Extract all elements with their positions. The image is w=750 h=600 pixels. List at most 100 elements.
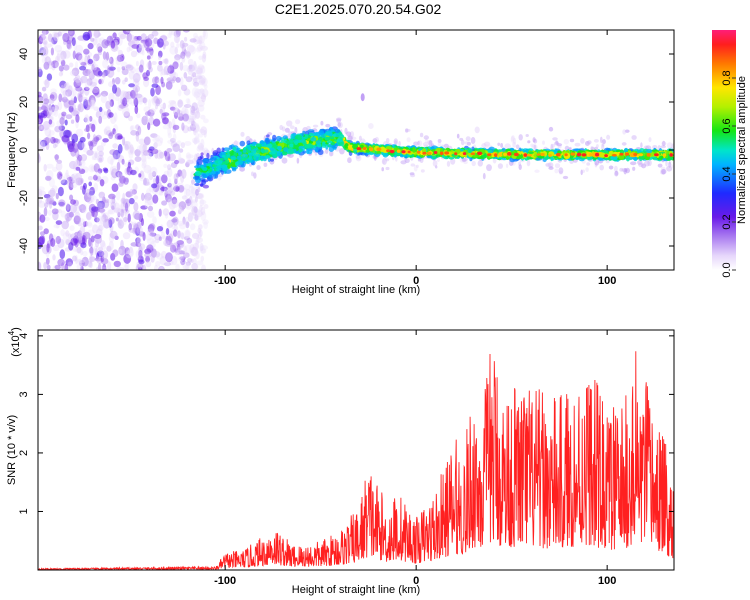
heatmap-cell xyxy=(52,254,56,261)
heatmap-cell xyxy=(198,104,205,112)
heatmap-cell xyxy=(113,202,121,213)
heatmap-cell xyxy=(108,66,116,71)
heatmap-cell xyxy=(147,109,155,117)
heatmap-cell xyxy=(53,32,61,38)
heatmap-cell xyxy=(60,84,65,94)
heatmap-cell xyxy=(92,134,97,144)
heatmap-cell xyxy=(185,230,191,238)
heatmap-cell xyxy=(177,89,182,97)
heatmap-cell xyxy=(184,184,191,191)
heatmap-cell xyxy=(154,134,161,141)
heatmap-cell xyxy=(368,123,374,129)
heatmap-cell xyxy=(38,186,45,192)
heatmap-cell xyxy=(125,190,133,198)
heatmap-cell xyxy=(181,195,188,200)
heatmap-cell xyxy=(92,209,98,218)
heatmap-cell xyxy=(89,241,93,248)
heatmap-cell xyxy=(162,124,170,130)
heatmap-cell xyxy=(185,162,190,168)
heatmap-cell xyxy=(202,51,207,60)
heatmap-cell xyxy=(77,258,86,264)
heatmap-cell xyxy=(72,50,76,60)
heatmap-cell xyxy=(102,213,107,220)
heatmap-cell xyxy=(117,171,123,178)
heatmap-cell xyxy=(166,77,174,82)
heatmap-cell xyxy=(143,164,152,174)
heatmap-cell xyxy=(80,75,88,84)
heatmap-cell xyxy=(108,99,112,109)
heatmap-cell xyxy=(130,125,135,131)
heatmap-cell xyxy=(93,174,98,181)
heatmap-cell xyxy=(160,76,164,84)
heatmap-cell xyxy=(604,154,608,158)
heatmap-cell xyxy=(69,160,77,170)
heatmap-cell xyxy=(142,150,151,156)
heatmap-cell xyxy=(50,88,57,94)
heatmap-cell xyxy=(133,223,140,234)
heatmap-cell xyxy=(160,186,168,192)
heatmap-cell xyxy=(419,132,424,138)
heatmap-cell xyxy=(148,223,156,231)
heatmap-cell xyxy=(203,162,207,168)
heatmap-cell xyxy=(130,66,136,74)
heatmap-cell xyxy=(614,170,619,177)
heatmap-cell xyxy=(150,113,154,119)
heatmap-cell xyxy=(177,209,182,215)
heatmap-cell xyxy=(90,235,95,243)
heatmap-cell xyxy=(197,232,202,240)
heatmap-cell xyxy=(393,138,398,146)
heatmap-cell xyxy=(118,218,123,226)
heatmap-cell xyxy=(86,221,92,227)
heatmap-cell xyxy=(437,142,442,147)
heatmap-cell xyxy=(96,250,105,258)
heatmap-cell xyxy=(646,148,653,154)
heatmap-cell xyxy=(574,142,581,147)
heatmap-cell xyxy=(183,112,188,117)
heatmap-cell xyxy=(38,124,43,131)
heatmap-cell xyxy=(138,173,142,178)
heatmap-cell xyxy=(173,173,179,182)
heatmap-cell xyxy=(459,137,464,141)
heatmap-cell xyxy=(152,177,156,185)
heatmap-cell xyxy=(181,42,189,47)
heatmap-cell xyxy=(576,152,582,157)
heatmap-cell xyxy=(163,163,168,168)
heatmap-cell xyxy=(80,266,84,270)
heatmap-cell xyxy=(132,72,141,83)
heatmap-cell xyxy=(180,110,188,117)
heatmap-cell xyxy=(118,49,123,57)
heatmap-cell xyxy=(68,182,74,191)
heatmap-cell xyxy=(49,94,55,100)
heatmap-cell xyxy=(194,196,198,203)
heatmap-cell xyxy=(78,54,84,64)
heatmap-cell xyxy=(159,104,167,109)
heatmap-cell xyxy=(624,129,630,133)
heatmap-cell xyxy=(153,37,159,45)
heatmap-cell xyxy=(149,232,157,237)
heatmap-cell xyxy=(112,154,117,161)
heatmap-cell xyxy=(94,257,103,262)
heatmap-cell xyxy=(310,136,317,142)
heatmap-cell xyxy=(422,142,429,147)
heatmap-cell xyxy=(85,212,91,220)
heatmap-cell xyxy=(116,266,125,270)
heatmap-cell xyxy=(121,68,129,76)
heatmap-cell xyxy=(600,136,603,143)
heatmap-cell xyxy=(58,199,66,208)
heatmap-cell xyxy=(601,141,605,147)
heatmap-cell xyxy=(326,140,333,144)
heatmap-cell xyxy=(167,139,175,144)
heatmap-cell xyxy=(165,235,172,246)
heatmap-cell xyxy=(109,166,114,176)
heatmap-cell xyxy=(158,60,163,66)
heatmap-cell xyxy=(58,201,65,206)
heatmap-cell xyxy=(112,128,116,135)
heatmap-cell xyxy=(137,125,142,136)
heatmap-cell xyxy=(302,136,306,140)
heatmap-cell xyxy=(97,51,102,56)
heatmap-cell xyxy=(588,153,594,157)
heatmap-cell xyxy=(103,126,112,135)
heatmap-cell xyxy=(65,169,69,178)
heatmap-cell xyxy=(192,258,197,265)
heatmap-cell xyxy=(151,148,159,154)
